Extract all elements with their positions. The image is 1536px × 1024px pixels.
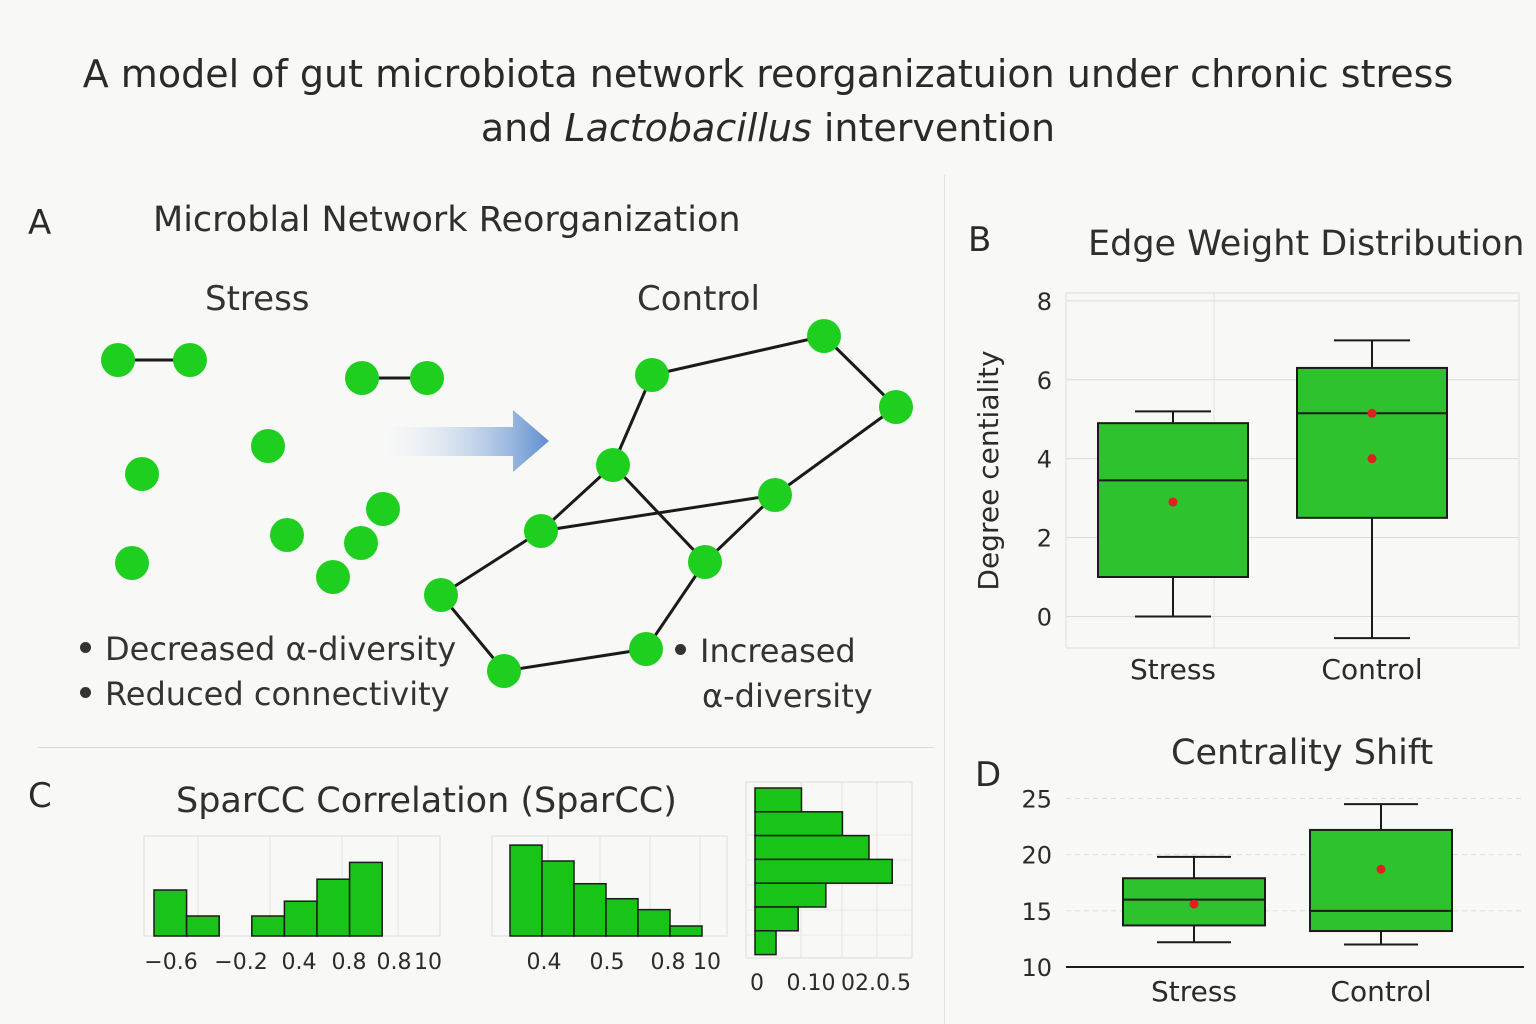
control-network-label: Control [637, 279, 760, 319]
panel-d-letter: D [975, 755, 1002, 795]
panel-divider-vertical [944, 175, 945, 1024]
mean-dot [1168, 497, 1178, 507]
plot-frame [745, 781, 913, 959]
y-tick-label: 20 [1021, 842, 1052, 870]
control-node [596, 448, 630, 482]
stress-node [270, 518, 304, 552]
x-category-label: Control [1321, 653, 1422, 686]
histogram-bar [637, 908, 671, 937]
control-node [487, 654, 521, 688]
mean-dot [1367, 408, 1377, 418]
y-tick-label: 2 [1037, 525, 1052, 553]
right-arrow-icon [372, 410, 549, 472]
histogram-bar [185, 915, 220, 937]
network-nodes [101, 319, 913, 688]
histogram-bar [605, 897, 639, 937]
figure-title-line-2: and Lactobacillus intervention [0, 106, 1536, 150]
stress-node [125, 457, 159, 491]
stress-node [344, 526, 378, 560]
y-tick-label: 8 [1037, 288, 1052, 316]
y-tick-label: 15 [1021, 898, 1052, 926]
stress-node [173, 343, 207, 377]
stress-node [410, 361, 444, 395]
stress-node [251, 429, 285, 463]
y-tick-label: 4 [1037, 446, 1052, 474]
y-tick-label: 0 [1037, 603, 1052, 631]
control-node [758, 478, 792, 512]
x-tick-label: 0.5 [590, 950, 625, 975]
mean-dot [1376, 864, 1386, 874]
x-tick-label: −0.6 [144, 950, 197, 975]
stress-bullet-1-text: Decreased α-diversity [105, 630, 457, 668]
box-control [1296, 366, 1448, 519]
control-node [879, 390, 913, 424]
control-node [688, 545, 722, 579]
mean-dot [1367, 454, 1377, 464]
y-tick-label: 25 [1021, 785, 1052, 813]
control-node [807, 319, 841, 353]
stress-node [115, 546, 149, 580]
control-bullet-text: Increased [700, 632, 856, 670]
y-tick-label: 6 [1037, 367, 1052, 395]
stress-node [101, 343, 135, 377]
stress-bullet-2: Reduced connectivity [80, 675, 450, 713]
control-node [629, 632, 663, 666]
x-tick-label: 0.10 [787, 971, 836, 996]
stress-node [366, 492, 400, 526]
x-category-label: Stress [1151, 975, 1237, 1008]
title-italic-genus: Lactobacillus [564, 106, 812, 150]
figure-title-line-1: A model of gut microbiota network reorga… [82, 52, 1454, 96]
x-tick-label: 0.4 [527, 950, 562, 975]
title-suffix: intervention [811, 106, 1056, 150]
panel-c-letter: C [28, 776, 52, 816]
histogram-bar [283, 900, 318, 937]
x-tick-label: 0.8 [651, 950, 686, 975]
x-category-label: Stress [1130, 653, 1216, 686]
plot-frame [1065, 292, 1520, 649]
histogram-bar [509, 844, 543, 937]
stress-node [345, 361, 379, 395]
title-prefix: and [480, 106, 565, 150]
x-tick-label: 10 [414, 950, 442, 975]
x-tick-label: 0.4 [282, 950, 317, 975]
stress-bullet-2-text: Reduced connectivity [105, 675, 450, 713]
x-tick-label: 0.8 [332, 950, 367, 975]
histogram-bar [153, 889, 188, 937]
control-node [635, 358, 669, 392]
control-node [524, 514, 558, 548]
panel-b-title: Edge Weight Distribution [1088, 224, 1525, 264]
panel-d-title: Centrality Shift [1171, 733, 1434, 773]
mean-dot [1189, 899, 1199, 909]
panel-a-title: Microblal Network Reorganization [153, 200, 741, 240]
control-node [424, 578, 458, 612]
stress-network-label: Stress [205, 279, 310, 319]
histogram-bar [573, 882, 607, 937]
x-category-label: Control [1330, 975, 1431, 1008]
box-control [1309, 828, 1453, 933]
x-tick-label: 02.0.5 [841, 971, 911, 996]
x-tick-label: 0 [750, 971, 764, 996]
stress-bullet-1: Decreased α-diversity [80, 630, 456, 668]
histogram-bar [541, 860, 575, 937]
y-tick-label: 10 [1021, 954, 1052, 982]
panel-c-title: SparCC Correlation (SparCC) [176, 781, 677, 821]
control-bullet: Increased [675, 632, 856, 670]
panel-divider-horizontal [38, 747, 934, 748]
stress-node [316, 560, 350, 594]
histogram-bar [348, 861, 383, 937]
panel-b-letter: B [968, 220, 992, 260]
panel-a-letter: A [28, 203, 52, 243]
y-axis-label: Degree centiality [972, 350, 1005, 590]
x-tick-label: 10 [693, 950, 721, 975]
x-tick-label: −0.2 [214, 950, 267, 975]
x-tick-label: 0.8 [377, 950, 412, 975]
histogram-bar [754, 930, 777, 956]
control-bullet-line-2: α-diversity [702, 677, 873, 715]
histogram-bar [669, 925, 703, 937]
